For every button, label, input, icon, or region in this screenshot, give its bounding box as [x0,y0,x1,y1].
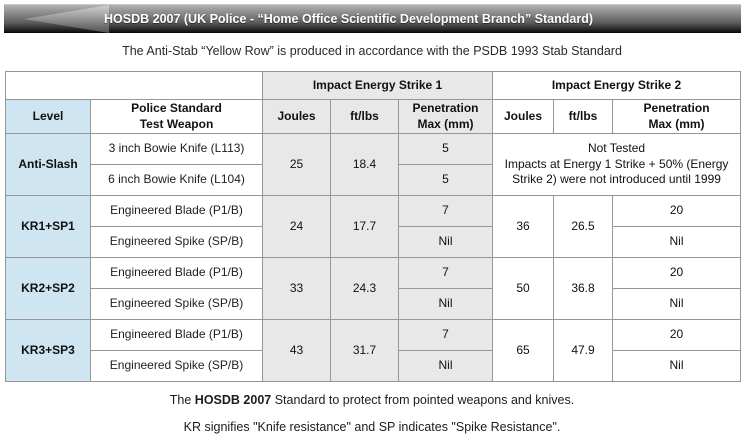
strike2-penetration-header: Penetration Max (mm) [612,98,742,135]
footnote-suffix: Standard to protect from pointed weapons… [271,393,575,408]
strike1-ftlbs-value: 18.4 [330,133,399,197]
level-cell: KR1+SP1 [5,195,91,259]
strike2-joules-value: 65 [492,319,555,383]
strike1-ftlbs-header: ft/lbs [330,98,399,135]
level-column-header: Level [5,98,91,135]
strike1-pen-value: 7 [397,195,494,228]
table-row: KR2+SP2 Engineered Blade (P1/B) 33 24.3 … [5,257,742,321]
weapon-cell: Engineered Blade (P1/B) [90,195,263,228]
strike1-joules-value: 33 [262,257,331,321]
footnote-standard: The HOSDB 2007 Standard to protect from … [0,393,744,407]
strike2-ftlbs-value: 26.5 [553,195,614,259]
footnote-bold-standard-name: HOSDB 2007 [194,393,272,408]
strike1-pen-value: 5 [397,133,494,166]
strike2-pen-value: 20 [612,195,742,228]
table-row: Anti-Slash 3 inch Bowie Knife (L113) 25 … [5,133,742,197]
weapon-cell: Engineered Blade (P1/B) [90,319,263,352]
standards-table: Impact Energy Strike 1 Impact Energy Str… [5,71,742,383]
weapon-cell: 3 inch Bowie Knife (L113) [90,133,263,166]
strike2-joules-value: 50 [492,257,555,321]
level-cell: KR2+SP2 [5,257,91,321]
strike1-pen-value: 7 [397,319,494,352]
title-bar: HOSDB 2007 (UK Police - “Home Office Sci… [4,4,741,33]
strike2-joules-value: 36 [492,195,555,259]
weapon-cell: Engineered Spike (SP/B) [90,350,263,383]
strike1-pen-value: Nil [397,288,494,321]
footnote-abbreviations: KR signifies "Knife resistance" and SP i… [183,420,561,435]
strike2-ftlbs-value: 47.9 [553,319,614,383]
level-cell: KR3+SP3 [5,319,91,383]
not-tested-note: Not Tested Impacts at Energy 1 Strike + … [492,133,742,197]
table-row: Engineered Spike (SP/B) Nil Nil [6,288,742,321]
table-row: KR3+SP3 Engineered Blade (P1/B) 43 31.7 … [5,319,742,383]
strike2-pen-value: 20 [612,257,742,290]
footnote-prefix: The [169,393,195,408]
strike2-pen-value: Nil [612,226,742,259]
strike1-pen-value: 7 [397,257,494,290]
weapon-cell: Engineered Blade (P1/B) [90,257,263,290]
strike2-joules-header: Joules [492,98,555,135]
blank-header-cell [5,71,263,100]
strike1-ftlbs-value: 24.3 [330,257,399,321]
strike1-group-header: Impact Energy Strike 1 [261,71,494,100]
strike2-pen-value: Nil [612,350,742,383]
strike2-pen-value: Nil [612,288,742,321]
table-row: 6 inch Bowie Knife (L104) 5 [6,164,741,197]
strike2-ftlbs-value: 36.8 [553,257,614,321]
strike1-joules-value: 24 [262,195,331,259]
subtitle-text: The Anti-Stab “Yellow Row” is produced i… [122,44,622,58]
table-row: Engineered Spike (SP/B) Nil Nil [6,226,742,259]
back-arrow-icon [24,5,109,33]
weapon-column-header: Police Standard Test Weapon [90,98,263,135]
strike1-pen-value: Nil [397,350,494,383]
weapon-cell: Engineered Spike (SP/B) [90,288,263,321]
weapon-cell: Engineered Spike (SP/B) [90,226,263,259]
level-cell: Anti-Slash [5,133,91,197]
strike1-ftlbs-value: 31.7 [330,319,399,383]
strike1-pen-value: Nil [397,226,494,259]
strike2-group-header: Impact Energy Strike 2 [492,71,742,100]
strike2-pen-value: 20 [612,319,742,352]
weapon-cell: 6 inch Bowie Knife (L104) [90,164,263,197]
table-row: Engineered Spike (SP/B) Nil Nil [6,350,742,383]
strike1-joules-value: 43 [262,319,331,383]
table-row: KR1+SP1 Engineered Blade (P1/B) 24 17.7 … [5,195,742,259]
page-title: HOSDB 2007 (UK Police - “Home Office Sci… [104,12,594,26]
strike1-joules-value: 25 [262,133,331,197]
strike1-ftlbs-value: 17.7 [330,195,399,259]
strike1-pen-value: 5 [397,164,494,197]
strike2-ftlbs-header: ft/lbs [553,98,614,135]
strike1-joules-header: Joules [262,98,331,135]
strike1-penetration-header: Penetration Max (mm) [397,98,494,135]
